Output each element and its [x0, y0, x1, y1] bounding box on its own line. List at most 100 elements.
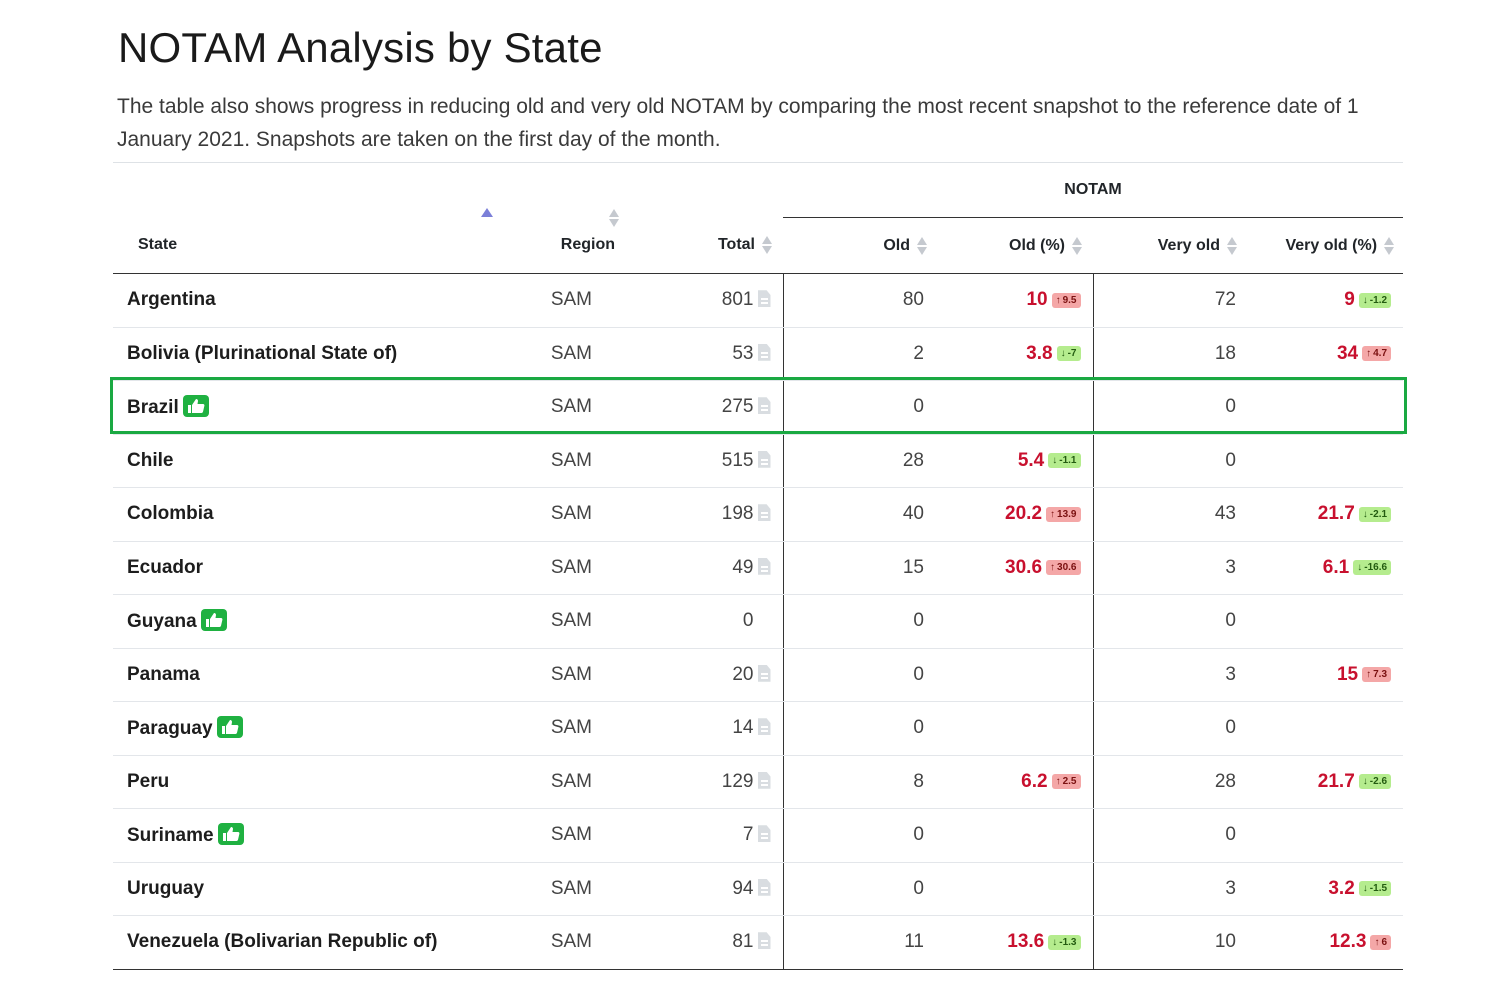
arrow-up-icon: ↑ [1374, 936, 1380, 948]
total-cell: 515 [623, 434, 784, 488]
state-name[interactable]: Paraguay [127, 718, 213, 740]
region-cell: SAM [523, 755, 623, 809]
change-badge: ↓ -1.5 [1358, 881, 1392, 897]
arrow-down-icon: ↓ [1052, 455, 1058, 467]
change-value: -16.6 [1364, 562, 1388, 574]
old-pct-cell [938, 648, 1094, 702]
state-name[interactable]: Venezuela (Bolivarian Republic of) [127, 931, 438, 953]
state-name[interactable]: Colombia [127, 503, 214, 525]
state-name[interactable]: Suriname [127, 825, 214, 847]
change-value: 7.3 [1373, 669, 1388, 681]
change-badge: ↓ -16.6 [1353, 560, 1392, 576]
change-value: 6 [1381, 936, 1388, 948]
region-cell: SAM [523, 862, 623, 916]
total-value: 275 [721, 396, 754, 418]
state-name[interactable]: Ecuador [127, 556, 204, 578]
total-value: 14 [732, 717, 754, 739]
column-header-state[interactable]: State [113, 217, 523, 274]
very-old-cell: 3 [1093, 862, 1248, 916]
old-cell: 11 [783, 915, 938, 970]
document-icon[interactable] [757, 450, 771, 468]
sort-icon[interactable] [1226, 236, 1238, 256]
old-pct-value: 6.2 [1021, 770, 1048, 792]
very-old-pct-value: 34 [1336, 342, 1359, 364]
change-value: 2.5 [1062, 776, 1077, 788]
old-cell: 80 [783, 273, 938, 328]
very-old-pct-value: 15 [1336, 663, 1359, 685]
total-value: 801 [721, 289, 754, 311]
region-cell: SAM [523, 594, 623, 649]
page-title: NOTAM Analysis by State [118, 24, 603, 71]
document-icon[interactable] [757, 718, 771, 736]
region-sort-icon[interactable] [608, 208, 620, 228]
very-old-pct-value: 3.2 [1328, 877, 1355, 899]
total-cell: 0 [623, 594, 784, 649]
total-value: 94 [732, 877, 754, 899]
region-cell: SAM [523, 915, 623, 970]
table-row: Guyana SAM 0 0 0 [113, 594, 1404, 649]
state-name[interactable]: Chile [127, 449, 174, 471]
very-old-pct-cell: 6.1 ↓ -16.6 [1248, 541, 1404, 595]
column-header-very-old[interactable]: Very old [1093, 217, 1248, 274]
state-name[interactable]: Uruguay [127, 877, 205, 899]
document-icon[interactable] [757, 771, 771, 789]
document-icon[interactable] [757, 878, 771, 896]
change-badge: ↑ 6 [1370, 934, 1392, 950]
change-value: 4.7 [1373, 348, 1388, 360]
document-icon[interactable] [757, 290, 771, 308]
arrow-down-icon: ↓ [1362, 294, 1368, 306]
document-icon[interactable] [757, 504, 771, 522]
total-value: 7 [742, 824, 754, 846]
state-cell: Brazil [113, 380, 523, 435]
state-name[interactable]: Guyana [127, 611, 197, 633]
column-header-old-pct[interactable]: Old (%) [938, 217, 1093, 274]
very-old-cell: 3 [1093, 648, 1248, 702]
column-header-total-label: Total [717, 236, 755, 254]
sort-ascending-icon[interactable] [481, 208, 493, 217]
very-old-cell: 0 [1093, 701, 1248, 756]
region-cell: SAM [523, 273, 623, 328]
document-icon[interactable] [757, 825, 771, 843]
arrow-down-icon: ↓ [1052, 936, 1058, 948]
old-pct-value: 30.6 [1005, 556, 1043, 578]
sort-icon[interactable] [916, 236, 928, 256]
table-row: Suriname SAM 7 0 0 [113, 808, 1404, 863]
column-header-very-old-pct[interactable]: Very old (%) [1248, 217, 1404, 274]
state-name[interactable]: Peru [127, 770, 170, 792]
change-badge: ↓ -7 [1056, 346, 1081, 362]
state-name[interactable]: Panama [127, 663, 200, 685]
table-row: Panama SAM 20 0 3 15 ↑ 7.3 [113, 648, 1404, 702]
region-cell: SAM [523, 701, 623, 756]
thumbs-up-icon [216, 716, 243, 739]
document-icon[interactable] [757, 664, 771, 682]
total-value: 515 [721, 449, 754, 471]
column-header-very-old-pct-label: Very old (%) [1285, 236, 1378, 254]
sort-icon[interactable] [761, 235, 773, 255]
total-value: 0 [742, 610, 754, 632]
document-icon[interactable] [757, 343, 771, 361]
table-body: Argentina SAM 801 80 10 ↑ 9.5 72 9 ↓ -1.2 Bolivia… [113, 273, 1404, 970]
sort-icon[interactable] [1071, 236, 1083, 256]
state-name[interactable]: Brazil [127, 397, 179, 419]
very-old-cell: 43 [1093, 487, 1248, 542]
column-header-region[interactable]: Region [523, 217, 623, 274]
total-cell: 7 [623, 808, 784, 863]
document-icon[interactable] [757, 557, 771, 575]
state-name[interactable]: Argentina [127, 289, 216, 311]
table-row: Chile SAM 515 28 5.4 ↓ -1.1 0 [113, 434, 1404, 488]
column-header-old[interactable]: Old [783, 217, 938, 274]
change-badge: ↓ -2.1 [1358, 506, 1392, 522]
old-pct-value: 10 [1026, 289, 1048, 311]
very-old-cell: 18 [1093, 327, 1248, 381]
state-cell: Colombia [113, 487, 523, 542]
state-name[interactable]: Bolivia (Plurinational State of) [127, 342, 398, 364]
column-header-total[interactable]: Total [623, 217, 783, 274]
old-pct-cell: 3.8 ↓ -7 [938, 327, 1094, 381]
very-old-pct-value: 21.7 [1317, 503, 1355, 525]
document-icon[interactable] [757, 932, 771, 950]
old-pct-cell [938, 808, 1094, 863]
old-pct-cell [938, 380, 1094, 435]
document-icon[interactable] [757, 397, 771, 415]
very-old-pct-cell: 12.3 ↑ 6 [1248, 915, 1404, 970]
sort-icon[interactable] [1383, 236, 1395, 256]
